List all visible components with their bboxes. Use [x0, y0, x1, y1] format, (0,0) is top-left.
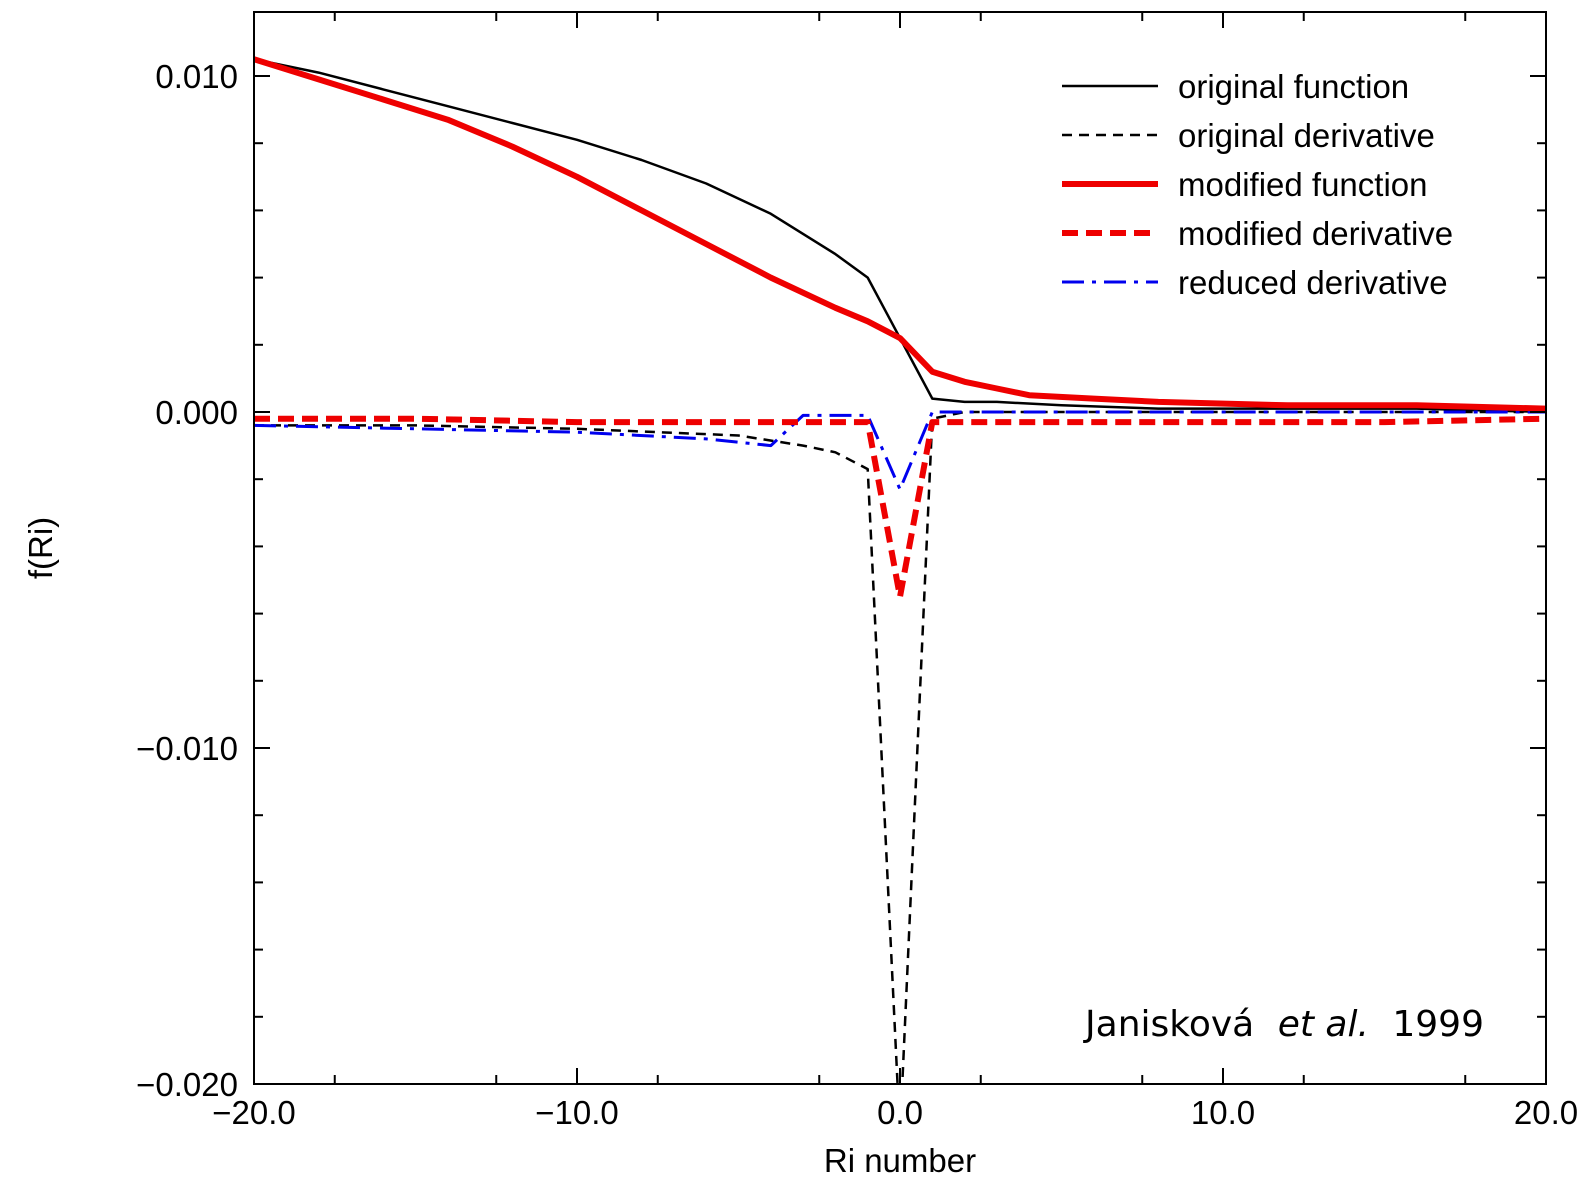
legend-label: original derivative	[1178, 117, 1435, 154]
x-axis-title: Ri number	[824, 1142, 976, 1179]
citation-annotation: Janisková et al. 1999	[1083, 1004, 1484, 1045]
legend-label: reduced derivative	[1178, 264, 1448, 301]
series-line-original-function	[254, 57, 1546, 414]
x-tick-label: 20.0	[1514, 1094, 1578, 1131]
x-tick-label: 10.0	[1191, 1094, 1255, 1131]
citation-etal: et al.	[1278, 1004, 1369, 1045]
x-tick-label: −10.0	[535, 1094, 619, 1131]
x-tick-label: −20.0	[212, 1094, 296, 1131]
citation-author: Janisková	[1083, 1004, 1254, 1045]
y-tick-label: −0.020	[136, 1066, 238, 1103]
y-tick-label: 0.010	[155, 58, 238, 95]
legend-label: original function	[1178, 68, 1409, 105]
y-tick-label: 0.000	[155, 394, 238, 431]
legend: original function original derivative modi…	[1062, 68, 1453, 301]
series-line-modified-derivative	[254, 415, 1546, 600]
axis-ticks	[253, 12, 1547, 1085]
series-line-modified-function	[254, 56, 1546, 412]
plot-series	[254, 56, 1546, 1084]
series-line-reduced-derivative	[254, 410, 1546, 491]
x-tick-label: 0.0	[877, 1094, 923, 1131]
y-axis-title: f(Ri)	[22, 517, 59, 579]
legend-label: modified derivative	[1178, 215, 1453, 252]
citation-year: 1999	[1392, 1004, 1484, 1045]
legend-label: modified function	[1178, 166, 1427, 203]
axis-tick-labels: −20.0 −10.0 0.0 10.0 20.0 0.010 0.000 −0.010 −0.…	[136, 58, 1578, 1131]
y-tick-label: −0.010	[136, 730, 238, 767]
